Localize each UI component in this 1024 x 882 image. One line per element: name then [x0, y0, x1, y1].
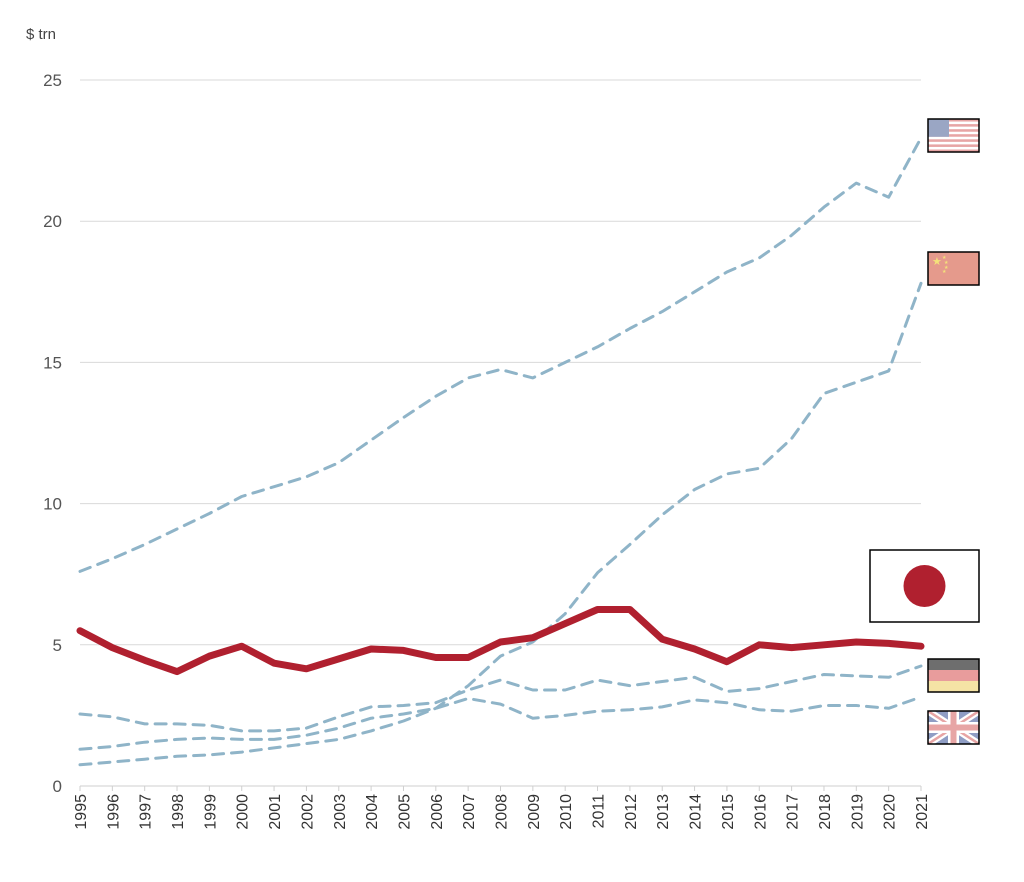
x-tick-label: 1996 — [105, 794, 122, 830]
usa-flag-icon — [927, 118, 980, 153]
x-tick-label: 2006 — [429, 794, 446, 830]
series-line-usa — [78, 136, 923, 573]
x-tick-label: 2013 — [655, 794, 672, 830]
series-line-china — [78, 281, 923, 767]
x-tick-label: 2009 — [526, 794, 543, 830]
series-lines — [76, 136, 925, 767]
svg-text:★: ★ — [942, 269, 947, 275]
y-tick-label: 5 — [53, 636, 62, 655]
y-tick-label: 0 — [53, 777, 62, 796]
svg-text:★: ★ — [932, 255, 942, 268]
x-tick-label: 1999 — [202, 794, 219, 830]
x-tick-label: 2001 — [267, 794, 284, 830]
y-tick-label: 10 — [43, 495, 62, 514]
y-tick-label: 25 — [43, 71, 62, 90]
y-tick-label: 15 — [43, 353, 62, 372]
x-tick-label: 2012 — [623, 794, 640, 830]
x-tick-label: 2016 — [752, 794, 769, 830]
y-axis-ticks: 0 5 10 15 20 25 — [43, 71, 62, 796]
svg-text:★: ★ — [942, 255, 947, 261]
x-tick-label: 2017 — [785, 794, 802, 830]
x-tick-label: 2011 — [591, 794, 608, 829]
svg-text:★: ★ — [944, 260, 949, 266]
series-line-uk — [78, 695, 923, 751]
x-tick-label: 2020 — [882, 794, 899, 830]
x-tick-label: 2003 — [332, 794, 349, 830]
x-tick-label: 2010 — [558, 794, 575, 830]
germany-flag-icon — [927, 658, 980, 693]
y-axis-unit-label: $ trn — [26, 26, 56, 43]
x-tick-label: 2008 — [494, 794, 511, 830]
x-tick-label: 1998 — [170, 794, 187, 830]
x-tick-label: 2002 — [299, 794, 316, 830]
y-tick-label: 20 — [43, 212, 62, 231]
x-tick-label: 1995 — [73, 794, 90, 830]
x-tick-label: 1997 — [138, 794, 155, 830]
x-tick-label: 2000 — [235, 794, 252, 830]
x-tick-label: 2019 — [849, 794, 866, 830]
uk-flag-icon — [927, 710, 980, 745]
svg-text:★: ★ — [944, 265, 949, 271]
x-tick-label: 2007 — [461, 794, 478, 830]
x-tick-label: 2018 — [817, 794, 834, 830]
x-tick-label: 2021 — [914, 794, 931, 830]
series-line-japan — [76, 606, 925, 676]
grid — [80, 79, 921, 787]
x-tick-label: 2015 — [720, 794, 737, 830]
x-tick-label: 2014 — [688, 794, 705, 830]
x-tick-label: 2005 — [396, 794, 413, 830]
series-line-germany — [78, 664, 923, 733]
x-axis-ticks: 1995 1996 1997 1998 1999 2000 2001 2002 2003 2004… — [73, 786, 931, 830]
china-flag-icon: ★ ★ ★ ★ ★ — [927, 251, 980, 286]
x-tick-label: 2004 — [364, 794, 381, 830]
japan-flag-icon — [869, 549, 980, 623]
